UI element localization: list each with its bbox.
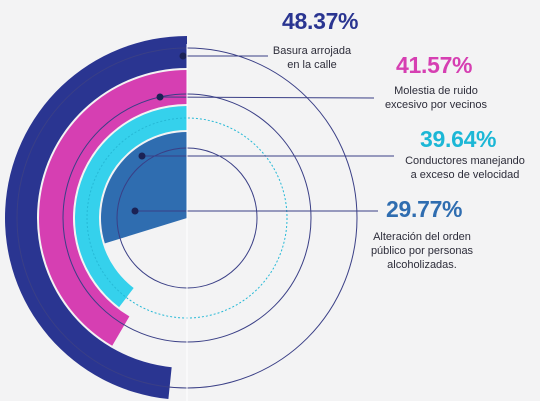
value-label-velocidad: 39.64% [420, 126, 497, 152]
leader-dot [179, 52, 187, 60]
category-label-line: a exceso de velocidad [410, 169, 520, 181]
category-label-ruido: Molestia de ruido excesivo por vecinos [366, 84, 506, 112]
category-label-line: público por personas [370, 245, 474, 257]
leader-dot [156, 93, 164, 101]
value-label-basura: 48.37% [282, 8, 359, 34]
category-label-basura: Basura arrojada en la calle [256, 44, 368, 72]
value-label-ruido: 41.57% [396, 52, 473, 78]
category-label-velocidad: Conductores manejando a exceso de veloci… [392, 154, 538, 182]
bar-3 [101, 132, 187, 244]
value-label-alcohol: 29.77% [386, 196, 463, 222]
bar-2 [74, 106, 187, 308]
category-label-line: Conductores manejando [405, 155, 525, 167]
category-label-alcohol: Alteración del orden público por persona… [360, 230, 484, 272]
category-label-line: Molestia de ruido [394, 85, 478, 97]
bar-1 [38, 70, 187, 346]
bar-0 [4, 36, 187, 400]
category-label-line: excesivo por vecinos [384, 99, 488, 111]
category-label-line: en la calle [287, 59, 337, 71]
leader-dot [131, 207, 139, 215]
category-label-line: Alteración del orden [373, 231, 471, 243]
category-label-line: alcoholizadas. [387, 259, 457, 271]
leader-line [159, 96, 375, 99]
leader-dot [138, 152, 146, 160]
category-label-line: Basura arrojada [272, 45, 352, 57]
